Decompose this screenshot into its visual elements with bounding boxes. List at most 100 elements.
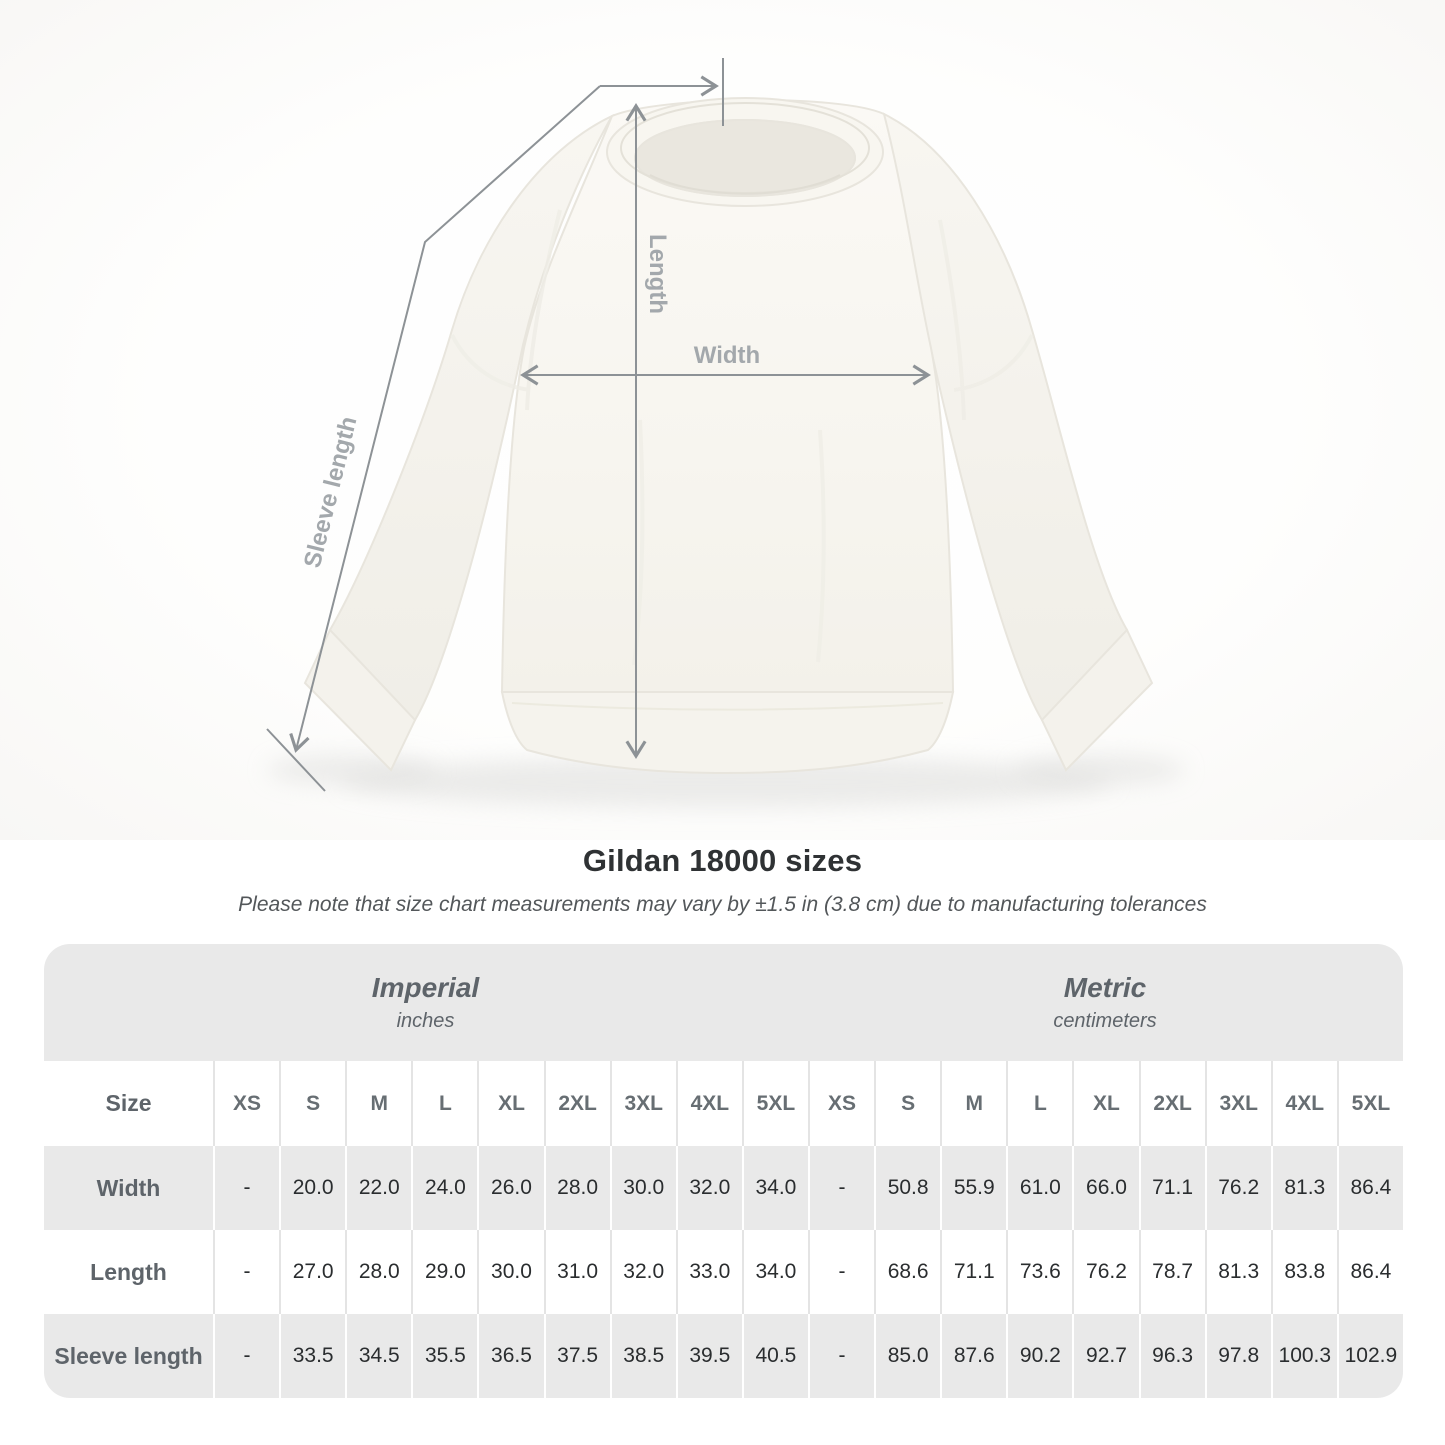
size-table: Imperial inches Metric centimeters Size XS S M L…	[44, 944, 1403, 1398]
garment-shadow	[267, 754, 1185, 808]
measurement-row: Length -27.0 28.0 29.0 30.0 31.0 32.0 33.0 34.0-…	[44, 1230, 1403, 1314]
size-column-header: S	[279, 1061, 345, 1146]
unit-band-row: Imperial inches Metric centimeters	[44, 944, 1403, 1061]
size-header-row: Size XS S M L XL 2XL 3XL 4XL 5XL XS S M L XL 2XL 3XL 4XL 5…	[44, 1061, 1403, 1146]
measurement-row-label: Width	[96, 1174, 161, 1201]
measurement-row-label: Length	[90, 1258, 167, 1285]
measurement-value: 34.0	[741, 1230, 808, 1314]
measurement-value: 71.1	[940, 1230, 1006, 1314]
width-label: Width	[694, 342, 760, 369]
measurement-value: 28.0	[543, 1146, 610, 1230]
measurement-value: -	[807, 1314, 874, 1398]
measurement-annotations	[266, 58, 931, 792]
tolerance-note: Please note that size chart measurements…	[238, 893, 1207, 916]
measurement-value: 33.0	[675, 1230, 742, 1314]
body-panel	[500, 98, 955, 693]
measurement-value: 35.5	[411, 1314, 477, 1398]
measurement-value: 61.0	[1006, 1146, 1072, 1230]
sleeve-length-label: Sleeve length	[299, 414, 363, 571]
measurement-value: 28.0	[345, 1230, 411, 1314]
sweatshirt-illustration	[303, 97, 1154, 775]
measurement-value: 100.3	[1270, 1314, 1337, 1398]
measurement-value: 20.0	[279, 1146, 345, 1230]
size-column-header: 3XL	[1204, 1061, 1271, 1146]
size-column-header: 4XL	[675, 1061, 742, 1146]
size-column-header: 2XL	[1138, 1061, 1205, 1146]
hem-band	[500, 691, 955, 775]
left-cuff	[303, 628, 417, 772]
size-column-header: 5XL	[1336, 1061, 1403, 1146]
measurement-row: Width -20.0 22.0 24.0 26.0 28.0 30.0 32.0 34.0-5…	[44, 1146, 1403, 1230]
size-column-header: L	[411, 1061, 477, 1146]
size-column-header: S	[874, 1061, 940, 1146]
measurement-value: 71.1	[1138, 1146, 1205, 1230]
sleeve-bottom-tick	[266, 728, 326, 792]
unit-group-metric: Metric centimeters	[807, 944, 1403, 1061]
sweatshirt-measurement-diagram: Length Width Sleeve length	[266, 58, 1185, 808]
measurement-value: 55.9	[940, 1146, 1006, 1230]
sleeve-length-arrow	[289, 85, 601, 753]
measurement-value: 68.6	[874, 1230, 940, 1314]
length-label: Length	[644, 234, 671, 314]
measurement-value: 73.6	[1006, 1230, 1072, 1314]
measurement-row: Sleeve length -33.5 34.5 35.5 36.5 37.5 38.5 39…	[44, 1314, 1403, 1398]
measurement-value: 22.0	[345, 1146, 411, 1230]
size-column-header: 5XL	[741, 1061, 808, 1146]
size-column-header: XS	[807, 1061, 874, 1146]
measurement-value: -	[213, 1230, 279, 1314]
measurement-value: 78.7	[1138, 1230, 1205, 1314]
product-photo-area: Length Width Sleeve length	[0, 0, 1445, 840]
measurement-value: 36.5	[477, 1314, 543, 1398]
measurement-value: 34.0	[741, 1146, 808, 1230]
measurement-value: -	[807, 1230, 874, 1314]
measurement-value: 81.3	[1270, 1146, 1337, 1230]
size-column-header: M	[345, 1061, 411, 1146]
measurement-value: 40.5	[741, 1314, 808, 1398]
unit-group-imperial: Imperial inches	[44, 944, 807, 1061]
measurement-value: 38.5	[609, 1314, 676, 1398]
unit-group-unit: inches	[396, 1010, 455, 1032]
measurement-value: 86.4	[1336, 1146, 1403, 1230]
measurement-value: 27.0	[279, 1230, 345, 1314]
right-cuff	[1040, 628, 1154, 772]
size-column-header: 3XL	[609, 1061, 676, 1146]
measurement-value: 76.2	[1204, 1146, 1271, 1230]
measurement-row-label: Sleeve length	[54, 1342, 203, 1369]
measurement-value: 30.0	[477, 1230, 543, 1314]
measurement-value: 31.0	[543, 1230, 610, 1314]
measurement-value: 66.0	[1072, 1146, 1138, 1230]
measurement-value: 83.8	[1270, 1230, 1337, 1314]
measurement-value: -	[213, 1314, 279, 1398]
unit-group-unit: centimeters	[1053, 1010, 1157, 1032]
size-column-header: L	[1006, 1061, 1072, 1146]
measurement-value: 26.0	[477, 1146, 543, 1230]
measurement-value: 50.8	[874, 1146, 940, 1230]
page-title: Gildan 18000 sizes	[582, 843, 863, 878]
measurement-value: 29.0	[411, 1230, 477, 1314]
measurement-value: 39.5	[675, 1314, 742, 1398]
measurement-value: -	[807, 1146, 874, 1230]
measurement-value: 30.0	[609, 1146, 676, 1230]
size-column-header: M	[940, 1061, 1006, 1146]
measurement-value: 81.3	[1204, 1230, 1271, 1314]
size-column-header: XS	[213, 1061, 279, 1146]
measurement-value: 96.3	[1138, 1314, 1205, 1398]
unit-group-name: Imperial	[371, 972, 480, 1003]
size-header-label: Size	[105, 1090, 152, 1116]
measurement-value: 24.0	[411, 1146, 477, 1230]
measurement-value: 32.0	[609, 1230, 676, 1314]
size-column-header: 4XL	[1270, 1061, 1337, 1146]
measurement-value: 86.4	[1336, 1230, 1403, 1314]
measurement-value: 76.2	[1072, 1230, 1138, 1314]
size-column-header: 2XL	[543, 1061, 610, 1146]
measurement-value: 32.0	[675, 1146, 742, 1230]
measurement-value: 34.5	[345, 1314, 411, 1398]
size-column-header: XL	[1072, 1061, 1138, 1146]
measurement-value: 102.9	[1336, 1314, 1403, 1398]
size-column-header: XL	[477, 1061, 543, 1146]
measurement-value: -	[213, 1146, 279, 1230]
measurement-value: 37.5	[543, 1314, 610, 1398]
unit-group-name: Metric	[1063, 972, 1147, 1003]
measurement-value: 85.0	[874, 1314, 940, 1398]
